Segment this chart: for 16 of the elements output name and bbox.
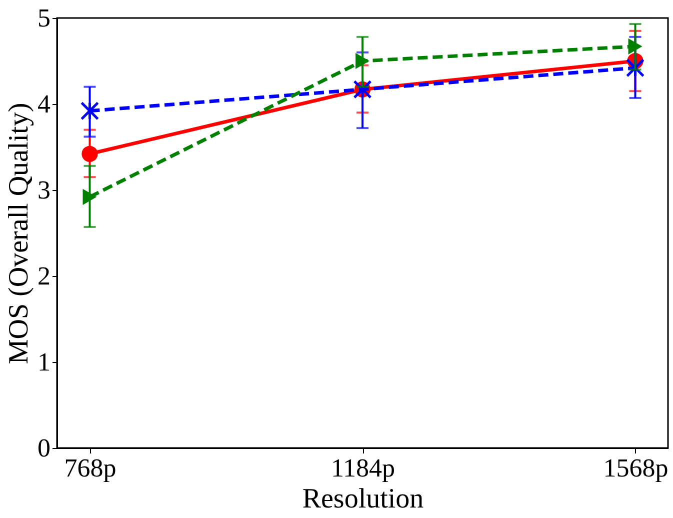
- point: [82, 188, 97, 205]
- point: [82, 146, 98, 162]
- point: [628, 38, 642, 54]
- y-axis-title: MOS (Overall Quality): [4, 102, 34, 364]
- x-tick-label: 768p: [64, 454, 116, 482]
- y-tick-label: 4: [38, 90, 50, 118]
- point: [80, 102, 100, 120]
- y-tick-label: 5: [38, 4, 50, 32]
- y-tick-label: 0: [38, 434, 50, 462]
- point: [356, 52, 370, 70]
- x-axis-title: Resolution: [302, 484, 424, 514]
- y-tick-label: 2: [38, 262, 50, 290]
- y-tick-label: 3: [38, 176, 50, 204]
- x-tick-label: 1568p: [603, 454, 668, 482]
- x-tick-label: 1184p: [330, 454, 396, 482]
- y-tick-label: 1: [38, 348, 50, 376]
